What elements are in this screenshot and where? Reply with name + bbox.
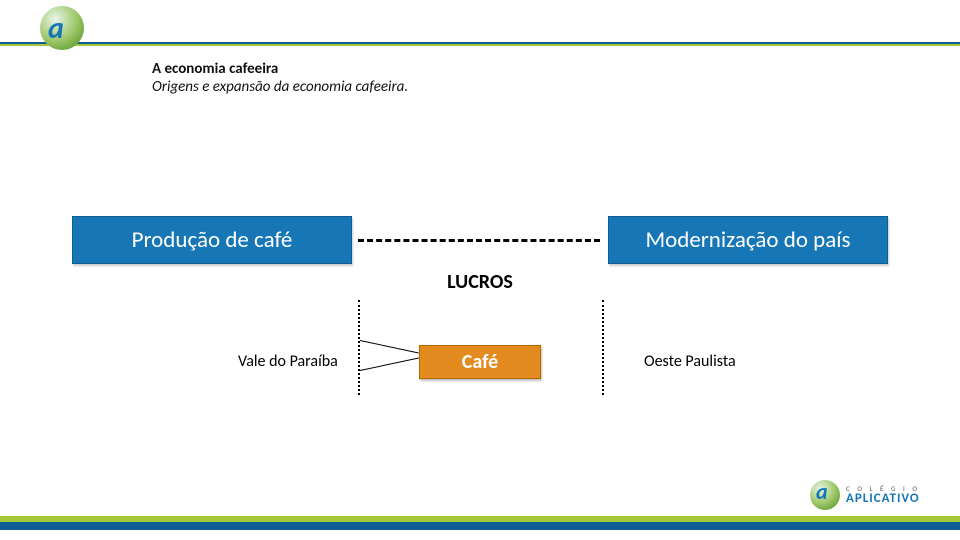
box-cafe-label: Café xyxy=(462,350,498,374)
connector-horizontal xyxy=(358,239,600,242)
title-subtitle: Origens e expansão da economia cafeeira. xyxy=(152,78,408,96)
label-vale-paraiba: Vale do Paraíba xyxy=(238,352,338,371)
box-producao: Produção de café xyxy=(72,216,352,264)
bottom-divider-blue xyxy=(0,522,960,530)
logo-bottom-icon xyxy=(810,480,840,510)
slide: a A economia cafeeira Origens e expansão… xyxy=(0,0,960,540)
box-modernizacao-label: Modernização do país xyxy=(645,226,850,254)
logo-top: a xyxy=(40,6,100,52)
title-main: A economia cafeeira xyxy=(152,60,408,78)
brand-big: APLICATIVO xyxy=(846,492,920,505)
box-modernizacao: Modernização do país xyxy=(608,216,888,264)
connector-vertical-left xyxy=(358,300,360,395)
box-cafe: Café xyxy=(419,345,541,379)
box-producao-label: Produção de café xyxy=(132,226,293,254)
connector-vertical-right xyxy=(602,300,604,395)
connector-label: LUCROS xyxy=(0,270,960,294)
slant-line-1 xyxy=(360,340,419,353)
top-divider-green xyxy=(0,44,960,46)
label-oeste-paulista: Oeste Paulista xyxy=(644,352,736,371)
slant-line-2 xyxy=(360,358,419,371)
logo-bottom: C O L É G I O APLICATIVO xyxy=(810,480,930,510)
title-block: A economia cafeeira Origens e expansão d… xyxy=(152,60,408,96)
